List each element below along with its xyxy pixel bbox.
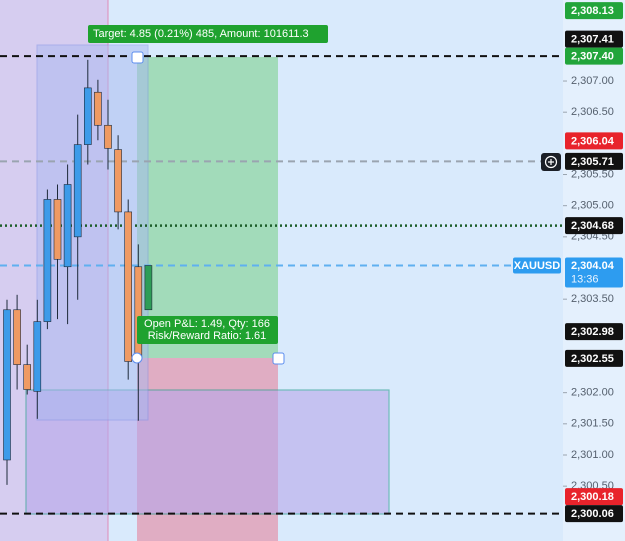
price-badge-label: 2,305.71 <box>571 156 614 168</box>
handle[interactable] <box>131 51 144 64</box>
pnl-label: Open P&L: 1.49, Qty: 166 <box>144 318 270 330</box>
candle-body <box>124 211 132 362</box>
crosshair-icon <box>544 155 558 169</box>
candle-body <box>63 184 72 268</box>
candle-body <box>94 91 102 126</box>
overlay: Target: 4.85 (0.21%) 485, Amount: 101611… <box>88 25 328 365</box>
candle-body <box>114 149 122 213</box>
price-badge-label: 2,307.40 <box>571 51 614 63</box>
plot <box>0 55 563 515</box>
price-badge-label: 2,308.13 <box>571 5 614 17</box>
y-tick-label: 2,305.00 <box>571 200 614 212</box>
price-badge <box>565 2 623 20</box>
symbol-badge <box>513 257 561 274</box>
price-badge-label: 2,306.04 <box>571 135 615 147</box>
price-badge-label: 2,307.41 <box>571 34 614 46</box>
price-badge <box>565 152 623 170</box>
candle-body <box>33 321 42 392</box>
y-tick-label: 2,301.50 <box>571 418 614 430</box>
price-badge <box>565 30 623 48</box>
price-badge-label: 2,302.55 <box>571 353 614 365</box>
price-badge-label: 2,302.98 <box>571 326 614 338</box>
y-tick-label: 2,306.50 <box>571 106 614 118</box>
candle-body <box>104 124 112 149</box>
y-tick-label: 2,307.00 <box>571 75 614 87</box>
last-price-badge <box>565 257 623 288</box>
handle[interactable] <box>272 352 285 365</box>
price-badge <box>565 349 623 367</box>
symbol-label: XAUUSD <box>514 260 561 272</box>
y-tick-label: 2,303.50 <box>571 293 614 305</box>
price-badge <box>565 488 623 506</box>
candle-body <box>43 199 52 322</box>
price-badge <box>565 217 623 235</box>
price-badge-label: 2,304.68 <box>571 220 614 232</box>
crosshair-button[interactable] <box>541 153 561 171</box>
handle[interactable] <box>131 352 143 364</box>
price-badge-label: 2,300.06 <box>571 508 614 520</box>
price-badge <box>565 505 623 523</box>
candle-body <box>23 364 32 390</box>
y-tick-label: 2,302.00 <box>571 387 614 399</box>
candle-body <box>84 87 92 145</box>
axis-labels: 2,307.002,306.502,305.502,305.002,304.50… <box>513 2 623 523</box>
y-tick-label: 2,305.50 <box>571 168 614 180</box>
price-badge <box>565 323 623 341</box>
candle-body <box>144 265 153 311</box>
candle-body <box>3 309 11 461</box>
target-label-box <box>88 25 328 43</box>
candle-body <box>13 309 21 365</box>
rr-label: Risk/Reward Ratio: 1.61 <box>148 330 267 342</box>
target-zone <box>137 57 278 358</box>
candle-body <box>73 144 82 238</box>
price-badge <box>565 132 623 150</box>
price-badge <box>565 47 623 65</box>
countdown: 13:36 <box>571 273 599 285</box>
price-badge-label: 2,300.18 <box>571 491 614 503</box>
y-tick-label: 2,301.00 <box>571 449 614 461</box>
candle-body <box>53 199 62 260</box>
last-price-label: 2,304.04 <box>571 260 615 272</box>
target-label: Target: 4.85 (0.21%) 485, Amount: 101611… <box>93 28 309 40</box>
pnl-label-box <box>137 316 278 344</box>
